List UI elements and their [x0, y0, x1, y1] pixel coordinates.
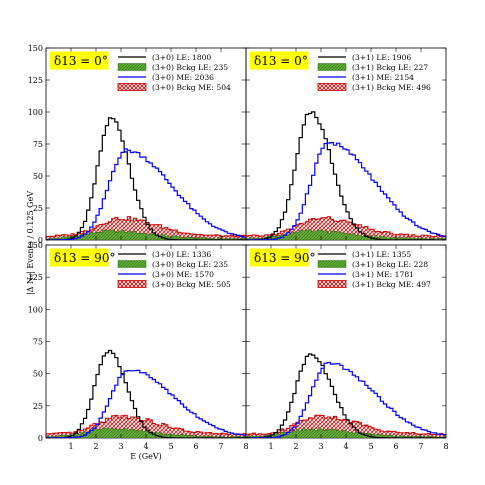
- delta-badge: δ13 = 0°: [49, 51, 109, 70]
- legend-label: (3+0) LE: 1800: [152, 53, 211, 62]
- legend-swatch: [117, 280, 147, 288]
- badge-label: δ13 = 90°: [254, 251, 315, 265]
- series-le: [46, 349, 246, 438]
- x-axis-label: E (GeV): [130, 452, 162, 461]
- x-tick-label: 6: [393, 442, 398, 451]
- badge-background: [49, 248, 109, 267]
- plot-area: [246, 353, 446, 438]
- legend-label: (3+0) Bckg LE: 235: [152, 63, 228, 72]
- x-tick-label: 4: [143, 442, 148, 451]
- legend-label: (3+1) LE: 1906: [352, 53, 411, 62]
- x-tick-label: 1: [68, 442, 73, 451]
- y-tick-label: 75: [33, 338, 43, 347]
- y-tick-label: 25: [33, 204, 43, 213]
- legend: (3+0) LE: 1800(3+0) Bckg LE: 235(3+0) ME…: [117, 53, 231, 92]
- y-tick-label: 0: [38, 434, 43, 443]
- x-tick-label: 5: [368, 442, 373, 451]
- y-tick-label: 125: [28, 76, 43, 85]
- legend-label: (3+0) ME: 1570: [152, 270, 214, 279]
- legend-swatch: [317, 280, 347, 288]
- legend-label: (3+0) LE: 1336: [152, 250, 211, 259]
- series-le: [46, 117, 246, 240]
- series-me: [46, 369, 246, 438]
- panel-top-right: δ13 = 0° (3+1) LE: 1906(3+1) Bckg LE: 227…: [245, 47, 447, 241]
- legend-label: (3+0) Bckg ME: 504: [152, 83, 231, 92]
- x-tick-label: 2: [93, 442, 98, 451]
- x-tick-label: 5: [168, 442, 173, 451]
- y-tick-label: 150: [28, 44, 43, 53]
- series-me: [46, 148, 246, 240]
- y-tick-label: 0: [38, 236, 43, 245]
- series-le: [246, 111, 446, 240]
- y-tick-label: 25: [33, 402, 43, 411]
- badge-label: δ13 = 0°: [254, 54, 308, 68]
- legend-swatch: [117, 260, 147, 268]
- plot-area: [246, 111, 446, 240]
- badge-label: δ13 = 0°: [54, 54, 108, 68]
- series-me: [246, 142, 446, 240]
- x-tick-label: 2: [293, 442, 298, 451]
- series-me: [246, 361, 446, 438]
- x-tick-label: 7: [418, 442, 423, 451]
- y-tick-label: 100: [28, 108, 43, 117]
- x-tick-label: 8: [243, 442, 248, 451]
- y-tick-label: 100: [28, 305, 43, 314]
- y-tick-label: 75: [33, 140, 43, 149]
- legend-label: (3+1) Bckg ME: 497: [352, 280, 431, 289]
- legend-label: (3+1) Bckg ME: 496: [352, 83, 431, 92]
- y-axis-label: |Δ Nₑ| Events / 0.125 GeV: [26, 191, 35, 295]
- x-tick-label: 4: [343, 442, 348, 451]
- legend-label: (3+1) ME: 2154: [352, 73, 414, 82]
- legend-swatch: [117, 83, 147, 91]
- x-tick-label: 6: [193, 442, 198, 451]
- legend-label: (3+0) Bckg LE: 235: [152, 260, 228, 269]
- plot-area: [46, 117, 246, 240]
- y-tick-label: 150: [28, 241, 43, 250]
- x-tick-label: 3: [118, 442, 123, 451]
- series-le: [246, 353, 446, 438]
- x-tick-label: 8: [443, 442, 448, 451]
- legend-label: (3+1) Bckg LE: 228: [352, 260, 428, 269]
- legend-label: (3+0) ME: 2036: [152, 73, 214, 82]
- legend-swatch: [117, 63, 147, 71]
- plot-area: [46, 349, 246, 438]
- x-tick-label: 1: [268, 442, 273, 451]
- y-tick-label: 50: [33, 172, 43, 181]
- legend-swatch: [317, 260, 347, 268]
- badge-background: [249, 248, 309, 267]
- delta-badge: δ13 = 0°: [249, 51, 309, 70]
- badge-label: δ13 = 90°: [54, 251, 115, 265]
- y-tick-label: 50: [33, 370, 43, 379]
- legend: (3+0) LE: 1336(3+0) Bckg LE: 235(3+0) ME…: [117, 250, 231, 289]
- y-tick-label: 125: [28, 273, 43, 282]
- legend-label: (3+1) LE: 1355: [352, 250, 411, 259]
- legend-swatch: [317, 63, 347, 71]
- legend-label: (3+1) ME: 1781: [352, 270, 414, 279]
- badge-background: [249, 51, 309, 70]
- legend: (3+1) LE: 1906(3+1) Bckg LE: 227(3+1) ME…: [317, 53, 431, 92]
- legend: (3+1) LE: 1355(3+1) Bckg LE: 228(3+1) ME…: [317, 250, 431, 289]
- legend-label: (3+1) Bckg LE: 227: [352, 63, 428, 72]
- legend-swatch: [317, 83, 347, 91]
- legend-label: (3+0) Bckg ME: 505: [152, 280, 231, 289]
- badge-background: [49, 51, 109, 70]
- x-tick-label: 7: [218, 442, 223, 451]
- x-tick-label: 3: [318, 442, 323, 451]
- delta-badge: δ13 = 90°: [49, 248, 115, 267]
- delta-badge: δ13 = 90°: [249, 248, 315, 267]
